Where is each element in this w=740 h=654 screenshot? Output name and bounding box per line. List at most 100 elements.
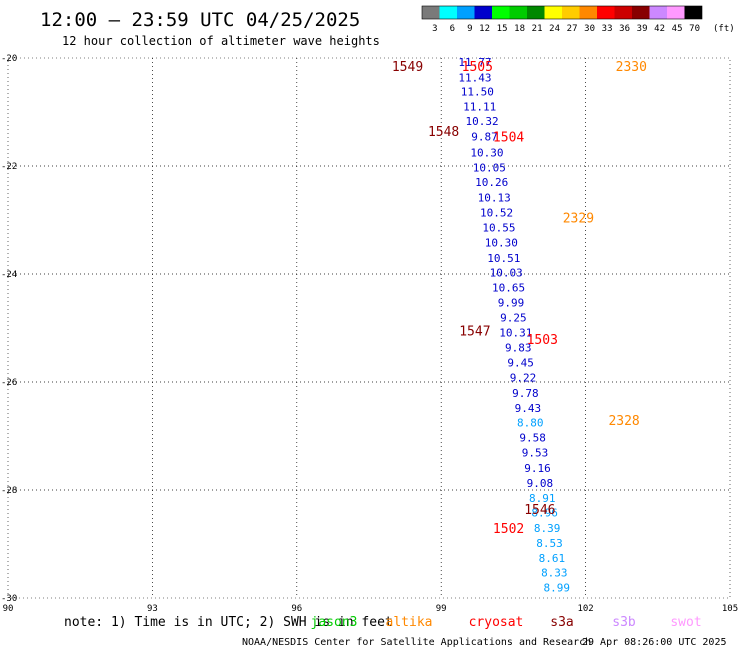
satellite-key-item: s3b (612, 615, 636, 630)
pass-time-label: 1503 (527, 333, 558, 348)
latitude-tick-label: -28 (1, 486, 17, 496)
wave-height-value: 9.58 (519, 432, 546, 445)
legend-swatch (422, 6, 440, 19)
satellite-key-item: altika (386, 615, 433, 630)
pass-time-label: 1548 (428, 125, 459, 140)
legend-bin-label: 39 (637, 24, 648, 34)
map-subtitle: 12 hour collection of altimeter wave hei… (62, 34, 380, 48)
legend-bin-label: 36 (619, 24, 630, 34)
legend-bin-label: 30 (584, 24, 595, 34)
wave-height-value: 9.43 (515, 402, 542, 415)
longitude-tick-label: 96 (291, 604, 302, 614)
longitude-tick-label: 105 (722, 604, 738, 614)
wave-height-value: 10.31 (499, 326, 532, 339)
wave-height-value: 10.51 (487, 252, 520, 265)
pass-time-label: 1549 (392, 60, 423, 75)
wave-height-value: 8.39 (534, 522, 561, 535)
legend-bin-label: 9 (467, 24, 472, 34)
pass-time-labels: 1549 1505 2330 1548 1504 2329 1547 1503 2328 1546… (392, 60, 647, 537)
wave-height-value: 11.77 (458, 56, 491, 69)
legend-swatch (684, 6, 702, 19)
wave-height-value: 9.78 (512, 387, 539, 400)
longitude-tick-label: 102 (577, 604, 593, 614)
satellite-key-item: jason3 (311, 615, 358, 630)
map-title: 12:00 – 23:59 UTC 04/25/2025 (40, 9, 360, 31)
graticule (8, 58, 730, 598)
legend-bin-label: 27 (567, 24, 578, 34)
wave-height-value: 10.32 (466, 115, 499, 128)
pass-time-label: 1504 (493, 130, 524, 145)
legend-bin-label: 15 (497, 24, 508, 34)
satellite-key-item: s3a (550, 615, 573, 630)
wave-height-value: 8.99 (543, 582, 570, 595)
pass-time-label: 1547 (459, 325, 490, 340)
legend-swatch (457, 6, 475, 19)
pass-time-label: 1546 (524, 503, 555, 518)
latitude-tick-label: -22 (1, 162, 17, 172)
latitude-tick-label: -20 (1, 54, 17, 64)
legend-swatch (544, 6, 562, 19)
satellite-key-item: swot (670, 615, 701, 630)
legend-bin-label: 33 (602, 24, 613, 34)
legend-unit-label: (ft) (713, 24, 735, 34)
wave-height-value: 8.80 (517, 417, 544, 430)
legend-bin-label: 21 (532, 24, 543, 34)
wave-height-value: 10.30 (470, 147, 503, 160)
longitude-tick-label: 99 (436, 604, 447, 614)
legend-swatch (439, 6, 457, 19)
legend-bin-label: 6 (450, 24, 455, 34)
wave-height-value: 10.26 (475, 176, 508, 189)
wave-height-value: 9.99 (498, 297, 525, 310)
latitude-tick-label: -30 (1, 594, 17, 604)
wave-height-value: 8.91 (529, 492, 556, 505)
wave-height-value: 8.96 (531, 507, 558, 520)
wave-height-value: 9.08 (527, 477, 554, 490)
axis-tick-labels: 90 93 96 99 102 105 -20 -22 -24 -26 -28 -30 (1, 54, 738, 614)
plot-frame (7, 57, 731, 599)
longitude-tick-label: 90 (3, 604, 14, 614)
pass-time-label: 1505 (462, 60, 493, 75)
latitude-tick-label: -24 (1, 270, 17, 280)
wave-height-value: 10.65 (492, 282, 525, 295)
footer-timestamp: 29 Apr 08:26:00 UTC 2025 (582, 637, 727, 648)
wave-height-value: 9.87 (471, 130, 498, 143)
wave-height-value: 9.25 (500, 312, 527, 325)
legend-border (421, 5, 703, 20)
plot-area: 90 93 96 99 102 105 -20 -22 -24 -26 -28 -30 11.77 11… (1, 54, 738, 614)
wave-height-value: 9.22 (510, 372, 537, 385)
wave-height-legend: 3 6 9 12 15 18 21 24 27 30 33 36 39 42 45 70 (421, 5, 703, 34)
wave-height-value: 8.53 (536, 537, 563, 550)
legend-swatch (632, 6, 650, 19)
legend-swatch (509, 6, 527, 19)
pass-time-label: 2330 (616, 60, 647, 75)
latitude-tick-label: -26 (1, 378, 17, 388)
legend-bin-label: 70 (689, 24, 700, 34)
wave-height-value: 10.13 (478, 191, 511, 204)
pass-time-label: 2329 (563, 211, 594, 226)
satellite-key-item: cryosat (469, 615, 524, 630)
wave-height-value: 9.16 (524, 462, 551, 475)
legend-swatch (562, 6, 580, 19)
wave-height-value: 10.55 (482, 222, 515, 235)
footer-credit: NOAA/NESDIS Center for Satellite Applica… (242, 637, 591, 648)
legend-swatch (667, 6, 685, 19)
wave-height-value: 10.52 (480, 206, 513, 219)
legend-bin-label: 18 (514, 24, 525, 34)
legend-bin-label: 45 (672, 24, 683, 34)
wave-height-value: 8.33 (541, 567, 568, 580)
wave-height-value: 9.83 (505, 341, 532, 354)
longitude-tick-label: 93 (147, 604, 158, 614)
wave-height-value: 11.43 (458, 71, 491, 84)
legend-swatch (614, 6, 632, 19)
wave-height-value: 11.11 (463, 101, 496, 114)
wave-height-labels: 11.7711.4311.5011.1110.329.8710.3010.051… (458, 56, 570, 595)
wave-height-value: 9.45 (507, 357, 534, 370)
legend-swatch (474, 6, 492, 19)
wave-height-value: 8.61 (539, 552, 566, 565)
legend-swatch (527, 6, 545, 19)
wave-height-value: 10.30 (485, 237, 518, 250)
legend-swatch (649, 6, 667, 19)
wave-height-value: 11.50 (461, 85, 494, 98)
